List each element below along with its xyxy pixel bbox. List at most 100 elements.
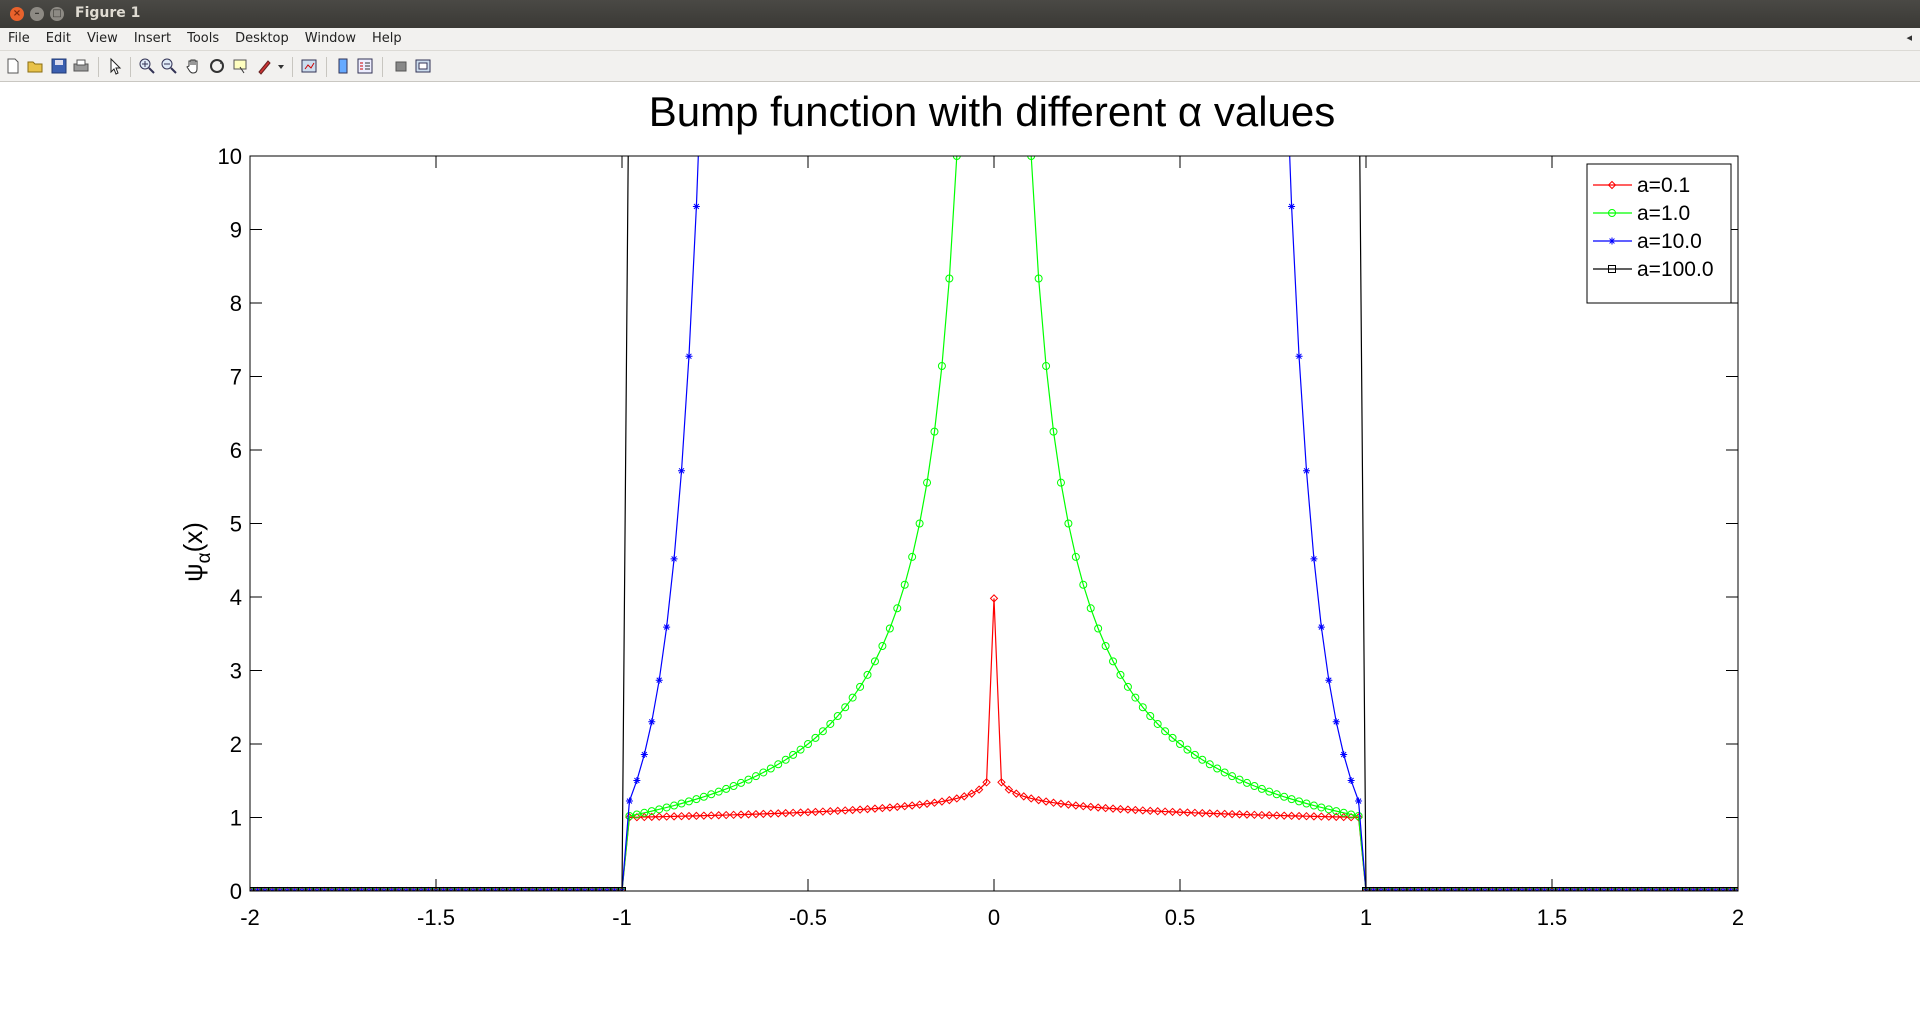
data-point: [320, 886, 329, 891]
data-point: [692, 795, 701, 804]
data-point: [974, 785, 984, 794]
menu-file[interactable]: File: [8, 31, 30, 46]
data-point: [640, 808, 649, 817]
data-point: [1101, 803, 1110, 813]
data-point: [1659, 887, 1668, 891]
data-point: [1421, 886, 1430, 891]
data-point: [952, 794, 962, 803]
menu-view[interactable]: View: [86, 31, 118, 46]
y-tick-label: 0: [230, 879, 242, 904]
menu-help[interactable]: Help: [372, 31, 402, 46]
data-point: [521, 887, 530, 891]
data-point: [1153, 807, 1162, 816]
menu-window[interactable]: Window: [304, 31, 357, 46]
data-point: [580, 887, 589, 891]
data-point: [1161, 727, 1170, 736]
legend-marker: [1607, 180, 1617, 190]
data-point: [335, 887, 344, 891]
data-point: [461, 886, 470, 891]
menu-overflow-arrow-icon[interactable]: ◂: [1906, 31, 1912, 44]
axis-ticks: [249, 155, 1739, 892]
data-point: [409, 886, 418, 891]
data-point: [1391, 887, 1400, 891]
data-point: [1570, 886, 1579, 891]
menu-insert[interactable]: Insert: [133, 31, 172, 46]
new-figure-icon[interactable]: [4, 57, 22, 75]
rotate-3d-icon[interactable]: [208, 57, 226, 75]
data-cursor-icon[interactable]: [232, 57, 250, 75]
data-point: [1577, 887, 1586, 891]
open-file-icon[interactable]: [26, 57, 44, 75]
data-point: [1704, 887, 1713, 891]
maximize-window-button[interactable]: □: [50, 7, 64, 21]
data-point: [1198, 808, 1207, 818]
data-point: [1585, 887, 1594, 891]
save-icon[interactable]: [50, 57, 68, 75]
data-point: [633, 776, 641, 784]
data-point: [1287, 811, 1296, 821]
data-point: [893, 604, 902, 613]
zoom-out-icon[interactable]: [160, 57, 178, 75]
data-point: [1659, 886, 1668, 891]
data-point: [737, 778, 746, 787]
link-plot-icon[interactable]: [300, 57, 318, 75]
data-point: [1131, 805, 1140, 815]
data-point: [535, 886, 545, 891]
y-tick-label: 10: [218, 144, 242, 169]
data-point: [840, 806, 850, 815]
data-point: [1398, 886, 1408, 891]
data-point: [446, 887, 455, 891]
data-point: [1220, 768, 1229, 777]
menu-desktop[interactable]: Desktop: [235, 31, 289, 46]
figure-canvas: Bump function with different α values -2…: [178, 88, 1744, 930]
data-point: [662, 812, 671, 821]
data-point: [1592, 886, 1601, 891]
legend-icon[interactable]: [356, 57, 374, 75]
data-point: [1168, 807, 1177, 817]
data-point: [826, 719, 835, 728]
data-point: [565, 887, 574, 891]
hide-plot-tools-icon[interactable]: [392, 57, 410, 75]
data-point: [1503, 887, 1512, 891]
data-point: [417, 887, 426, 891]
data-point: [1339, 808, 1348, 817]
window-title: Figure 1: [75, 5, 141, 21]
legend-marker: [1608, 209, 1616, 217]
select-arrow-icon[interactable]: [106, 57, 124, 75]
data-point: [1436, 887, 1445, 891]
minimize-window-button[interactable]: –: [30, 7, 44, 21]
data-point: [1369, 886, 1378, 891]
close-window-button[interactable]: ×: [10, 7, 24, 21]
brush-dropdown-icon[interactable]: [276, 57, 286, 75]
data-point: [1116, 804, 1125, 814]
data-point: [1340, 751, 1348, 759]
data-point: [446, 886, 456, 891]
pan-icon[interactable]: [184, 57, 202, 75]
figure-toolbar: [0, 51, 1920, 82]
data-point: [1577, 886, 1586, 891]
data-point: [1041, 797, 1051, 806]
data-point: [275, 886, 284, 891]
menu-tools[interactable]: Tools: [187, 31, 220, 46]
legend[interactable]: a=0.1 a=1.0 a=10.0 a=100.0: [1586, 163, 1732, 304]
data-point: [900, 580, 909, 589]
brush-icon[interactable]: [256, 57, 274, 75]
data-point: [1488, 887, 1497, 891]
data-point: [900, 802, 909, 811]
data-point: [729, 782, 738, 790]
colorbar-icon[interactable]: [334, 57, 352, 75]
data-point: [1644, 886, 1653, 891]
data-point: [1042, 362, 1051, 370]
data-point: [856, 682, 865, 691]
data-point: [1414, 887, 1423, 891]
data-point: [1347, 776, 1355, 784]
print-icon[interactable]: [72, 57, 90, 75]
show-plot-tools-icon[interactable]: [414, 57, 432, 75]
data-point: [632, 812, 642, 822]
zoom-in-icon[interactable]: [138, 57, 156, 75]
data-point: [1629, 887, 1638, 891]
data-point: [1093, 803, 1103, 812]
data-point: [1369, 887, 1378, 891]
data-point: [1108, 804, 1118, 813]
menu-edit[interactable]: Edit: [45, 31, 71, 46]
